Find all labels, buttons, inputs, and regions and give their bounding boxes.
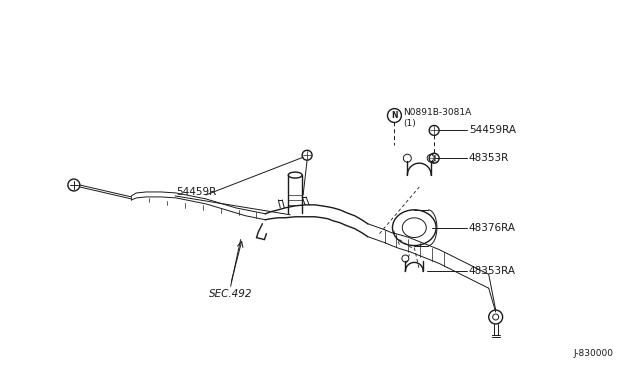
Text: N: N xyxy=(391,111,397,120)
Text: (1): (1) xyxy=(403,119,416,128)
Text: SEC.492: SEC.492 xyxy=(209,289,252,299)
Text: 54459RA: 54459RA xyxy=(469,125,516,135)
Text: J-830000: J-830000 xyxy=(573,349,613,358)
Text: 48353RA: 48353RA xyxy=(469,266,516,276)
Text: N0891B-3081A: N0891B-3081A xyxy=(403,108,472,117)
Text: 48353R: 48353R xyxy=(469,153,509,163)
Text: 48376RA: 48376RA xyxy=(469,223,516,233)
Text: 54459R: 54459R xyxy=(176,187,216,197)
